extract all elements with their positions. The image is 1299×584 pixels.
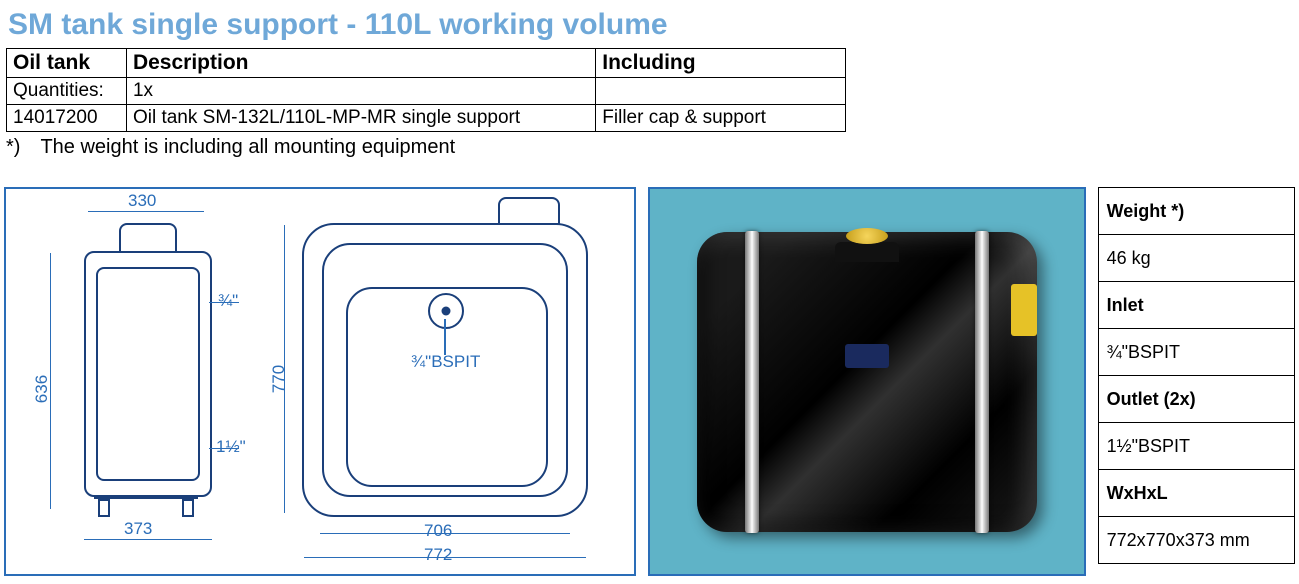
footnote: *) The weight is including all mounting … <box>6 136 1295 159</box>
dim-label: 373 <box>124 519 152 539</box>
technical-drawing: 330 636 ¾" 1½" 373 770 ¾"BSPIT 706 772 <box>4 187 636 576</box>
spec-header: Outlet (2x) <box>1098 376 1294 423</box>
spec-header: Inlet <box>1098 282 1294 329</box>
col-header: Oil tank <box>7 49 127 78</box>
side-view-feet <box>94 497 198 513</box>
filler-cap-icon <box>846 228 888 244</box>
strap <box>975 231 989 533</box>
dim-line <box>50 253 51 509</box>
col-header: Including <box>596 49 846 78</box>
spec-table: Weight *) 46 kg Inlet ¾"BSPIT Outlet (2x… <box>1098 187 1295 564</box>
spec-header: Weight *) <box>1098 188 1294 235</box>
product-photo <box>648 187 1086 576</box>
pointer-line <box>444 319 446 355</box>
table-row: Quantities: 1x <box>7 78 846 105</box>
dim-line <box>209 448 239 449</box>
product-table: Oil tank Description Including Quantitie… <box>6 48 846 132</box>
dim-label: 1½" <box>216 437 246 457</box>
spec-value: 1½"BSPIT <box>1098 423 1294 470</box>
spec-value: 46 kg <box>1098 235 1294 282</box>
dim-label: ¾" <box>218 291 238 311</box>
spec-header: WxHxL <box>1098 470 1294 517</box>
col-header: Description <box>126 49 595 78</box>
dim-label: ¾"BSPIT <box>411 352 480 372</box>
dim-label: 330 <box>128 191 156 211</box>
front-view-port <box>428 293 464 329</box>
dim-label: 772 <box>424 545 452 565</box>
dim-label: 770 <box>269 365 289 393</box>
warning-tag <box>1011 284 1037 336</box>
dim-line <box>284 225 285 513</box>
table-row: 14017200 Oil tank SM-132L/110L-MP-MR sin… <box>7 105 846 132</box>
dim-line <box>304 557 586 558</box>
tank-body <box>697 232 1037 532</box>
spec-value: ¾"BSPIT <box>1098 329 1294 376</box>
page-title: SM tank single support - 110L working vo… <box>8 8 1295 42</box>
spec-value: 772x770x373 mm <box>1098 517 1294 564</box>
dim-line <box>209 302 239 303</box>
dim-line <box>320 533 570 534</box>
dim-label: 706 <box>424 521 452 541</box>
side-view-shape <box>84 251 212 497</box>
filler-neck <box>835 242 899 262</box>
dim-line <box>84 539 212 540</box>
brand-badge <box>845 344 889 368</box>
strap <box>745 231 759 533</box>
dim-line <box>88 211 204 212</box>
